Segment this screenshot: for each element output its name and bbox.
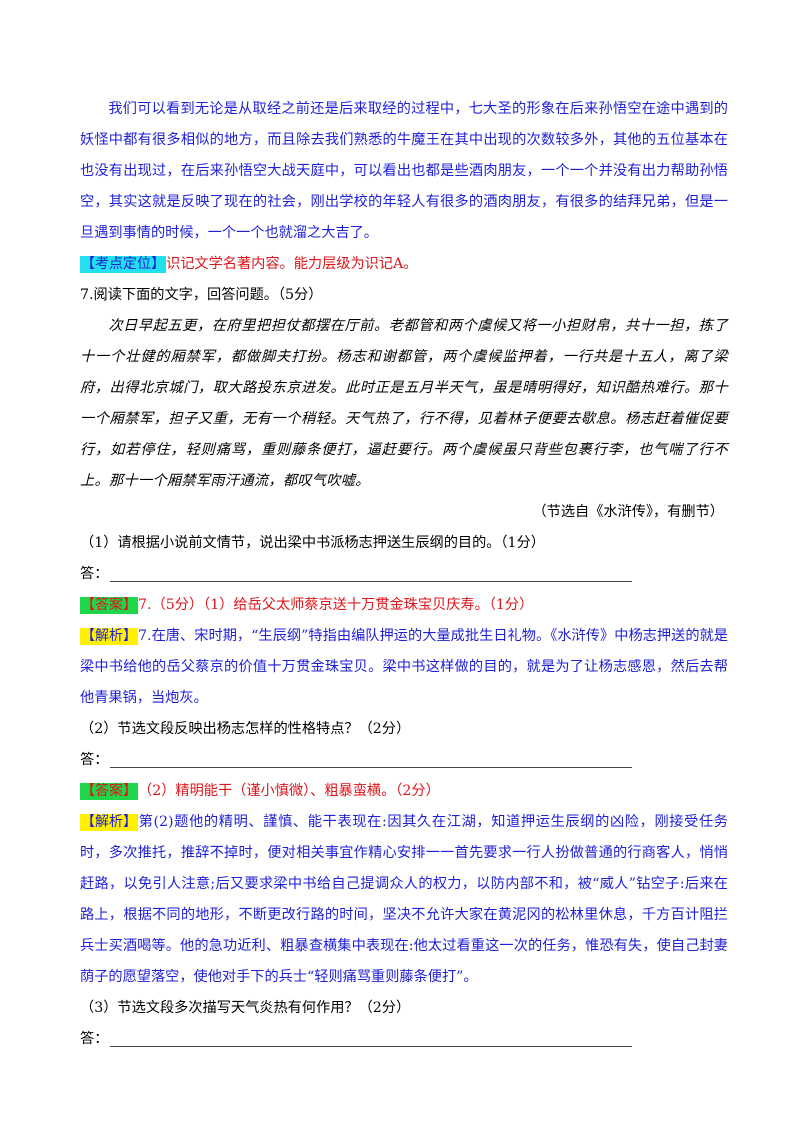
sub1-answer: 【答案】7.（5分）（1）给岳父太师蔡京送十万贯金珠宝贝庆寿。（1分）	[80, 590, 728, 621]
sub2-answer-prefix: 答：	[80, 752, 109, 768]
sub2-answer: 【答案】（2）精明能干（谨小慎微）、粗暴蛮横。（2分）	[80, 776, 728, 807]
kaodian-text: 识记文学名著内容。能力层级为识记A。	[166, 256, 418, 272]
question7-title: 7.阅读下面的文字，回答问题。（5分）	[80, 287, 323, 303]
sub3-answer-rule	[110, 1046, 633, 1047]
sub1-answer-line: 答：	[80, 559, 728, 590]
kaodian-line: 【考点定位】识记文学名著内容。能力层级为识记A。	[80, 249, 728, 280]
sub3-answer-line: 答：	[80, 1024, 728, 1055]
sub1-analysis: 【解析】7.在唐、宋时期，“生辰纲”特指由编队押运的大量成批生日礼物。《水浒传》…	[80, 621, 728, 714]
sub1-question: （1）请根据小说前文情节，说出梁中书派杨志押送生辰纲的目的。（1分）	[80, 535, 545, 551]
sub2-question: （2）节选文段反映出杨志怎样的性格特点？（2分）	[80, 721, 411, 737]
sub2-analysis: 【解析】第(2)题他的精明、謹慎、能干表现在:因其久在江湖，知道押运生辰纲的凶险…	[80, 807, 728, 993]
kaodian-tag: 【考点定位】	[80, 256, 166, 273]
sub1-analysis-tag: 【解析】	[80, 628, 138, 645]
sub1-answer-tag: 【答案】	[80, 597, 138, 614]
sub3-answer-prefix: 答：	[80, 1031, 109, 1047]
sub2-analysis-text: 第(2)题他的精明、謹慎、能干表现在:因其久在江湖，知道押运生辰纲的凶险，刚接受…	[80, 814, 728, 985]
passage-source: （节选自《水浒传》，有删节）	[532, 504, 724, 520]
sub1-answer-rule	[110, 581, 633, 582]
sub3-question: （3）节选文段多次描写天气炎热有何作用？（2分）	[80, 1000, 411, 1016]
sub2-answer-rule	[110, 767, 633, 768]
sub1-analysis-text: 7.在唐、宋时期，“生辰纲”特指由编队押运的大量成批生日礼物。《水浒传》中杨志押…	[80, 628, 728, 706]
document-page: 我们可以看到无论是从取经之前还是后来取经的过程中，七大圣的形象在后来孙悟空在途中…	[80, 94, 728, 1055]
sub2-answer-line: 答：	[80, 745, 728, 776]
intro-paragraph: 我们可以看到无论是从取经之前还是后来取经的过程中，七大圣的形象在后来孙悟空在途中…	[80, 101, 728, 241]
sub1-answer-text: 7.（5分）（1）给岳父太师蔡京送十万贯金珠宝贝庆寿。（1分）	[138, 597, 534, 613]
sub2-analysis-tag: 【解析】	[80, 814, 138, 831]
question7-passage: 次日早起五更，在府里把担仗都摆在厅前。老都管和两个虞候又将一小担财帛，共十一担，…	[80, 318, 728, 489]
sub2-answer-text: （2）精明能干（谨小慎微）、粗暴蛮横。（2分）	[138, 783, 440, 799]
sub1-answer-prefix: 答：	[80, 566, 109, 582]
sub2-answer-tag: 【答案】	[80, 783, 138, 800]
